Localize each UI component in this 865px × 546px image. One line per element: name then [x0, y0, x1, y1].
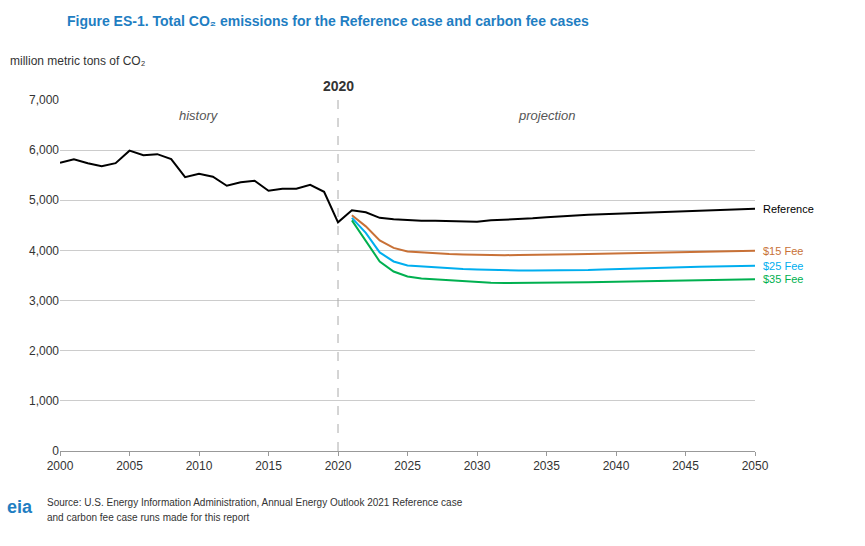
- svg-text:2020: 2020: [323, 78, 354, 94]
- svg-text:2030: 2030: [464, 459, 491, 473]
- svg-text:2005: 2005: [116, 459, 143, 473]
- svg-text:history: history: [179, 108, 219, 123]
- svg-text:Reference: Reference: [763, 203, 814, 215]
- svg-text:2000: 2000: [47, 459, 74, 473]
- svg-text:projection: projection: [518, 108, 575, 123]
- svg-text:2010: 2010: [186, 459, 213, 473]
- svg-text:$35 Fee: $35 Fee: [763, 273, 803, 285]
- svg-text:6,000: 6,000: [29, 143, 59, 157]
- svg-text:$15 Fee: $15 Fee: [763, 245, 803, 257]
- svg-text:3,000: 3,000: [29, 294, 59, 308]
- svg-text:$25 Fee: $25 Fee: [763, 260, 803, 272]
- svg-text:2035: 2035: [533, 459, 560, 473]
- svg-text:1,000: 1,000: [29, 394, 59, 408]
- svg-text:2015: 2015: [255, 459, 282, 473]
- svg-text:2020: 2020: [325, 459, 352, 473]
- svg-text:2050: 2050: [742, 459, 769, 473]
- svg-text:Source: U.S. Energy Informatio: Source: U.S. Energy Information Administ…: [47, 497, 463, 508]
- svg-text:2045: 2045: [672, 459, 699, 473]
- svg-text:5,000: 5,000: [29, 193, 59, 207]
- svg-text:2040: 2040: [603, 459, 630, 473]
- svg-text:4,000: 4,000: [29, 244, 59, 258]
- svg-text:2025: 2025: [394, 459, 421, 473]
- svg-text:7,000: 7,000: [29, 93, 59, 107]
- svg-text:0: 0: [52, 444, 59, 458]
- svg-text:2,000: 2,000: [29, 344, 59, 358]
- svg-text:eia: eia: [7, 497, 33, 517]
- svg-text:and carbon fee case runs made: and carbon fee case runs made for this r…: [47, 512, 250, 523]
- svg-text:million metric tons of CO₂: million metric tons of CO₂: [10, 54, 146, 68]
- svg-text:Figure ES-1. Total CO₂ emissio: Figure ES-1. Total CO₂ emissions for the…: [67, 13, 589, 29]
